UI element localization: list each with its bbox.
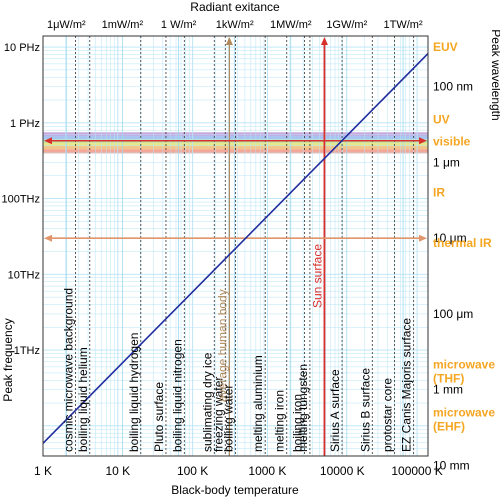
reference-temperature-label: boiling liquid hydrogen bbox=[127, 333, 141, 452]
reference-temperature-label: melting iron bbox=[273, 390, 287, 452]
band-label: IR bbox=[433, 186, 445, 200]
reference-temperature-label: melting aluminium bbox=[251, 355, 265, 452]
plot-frame bbox=[42, 35, 429, 457]
visible-spectrum-band bbox=[43, 132, 428, 154]
band-label: microwave bbox=[433, 357, 495, 371]
visible-spectrum-strip bbox=[43, 149, 428, 154]
band-label-sub: (THF) bbox=[433, 371, 464, 385]
y-tick-label-left: 1THz bbox=[14, 345, 40, 357]
reference-temperature-label: protostar core bbox=[381, 378, 395, 452]
band-label-sub: (EHF) bbox=[433, 420, 465, 434]
y-tick-label-left: 100THz bbox=[1, 194, 40, 206]
x-tick-label: 10000 K bbox=[320, 464, 365, 478]
y-tick-label-left: 10 PHz bbox=[4, 42, 40, 54]
reference-temperature-label: melting tungsten bbox=[296, 364, 310, 452]
band-label: UV bbox=[433, 113, 450, 127]
y-axis-title-right: Peak wavelength bbox=[489, 29, 500, 120]
arrow-head bbox=[44, 137, 52, 145]
y-tick-label-left: 10THz bbox=[8, 269, 40, 281]
band-label: thermal IR bbox=[433, 236, 492, 250]
y-axis-title-left: Peak frequency bbox=[1, 318, 15, 401]
x-tick-label: 1 K bbox=[34, 464, 52, 478]
reference-temperature-label: average human body bbox=[215, 289, 229, 402]
highlight-lines bbox=[44, 37, 427, 456]
reference-temperature-label: Sirius A surface bbox=[328, 369, 342, 452]
top-axis-title: Radiant exitance bbox=[190, 0, 280, 14]
reference-temperature-label: Sirius B surface bbox=[358, 368, 372, 452]
reference-temperature-label: boiling liquid nitrogen bbox=[170, 339, 184, 452]
reference-temperature-label: freezing water bbox=[211, 377, 225, 452]
x-tick-label: 1000 K bbox=[248, 464, 286, 478]
wien-law-line bbox=[42, 53, 429, 444]
reference-temperature-label: cosmic microwave background bbox=[62, 288, 76, 452]
reference-temperature-label: sublimating dry ice bbox=[200, 352, 214, 452]
y-tick-label-right: 1 mm bbox=[433, 383, 463, 397]
reference-temperature-label: Pluto surface bbox=[152, 382, 166, 452]
top-tick-label: 1kW/m² bbox=[216, 19, 254, 31]
visible-spectrum-strip bbox=[43, 132, 428, 137]
y-tick-label-left: 1 PHz bbox=[10, 118, 40, 130]
y-tick-label-right: 100 nm bbox=[433, 80, 473, 94]
x-tick-label: 10 K bbox=[105, 464, 130, 478]
reference-temperature-label: EZ Canis Majoris surface bbox=[400, 318, 414, 452]
arrow-head bbox=[419, 234, 427, 242]
top-tick-label: 1μW/m² bbox=[47, 19, 86, 31]
reference-temperature-lines bbox=[75, 36, 415, 456]
top-tick-label: 1mW/m² bbox=[102, 19, 144, 31]
band-label: microwave bbox=[433, 406, 495, 420]
reference-temperature-label: boiling water bbox=[221, 385, 235, 452]
top-tick-label: 1 W/m² bbox=[161, 19, 197, 31]
series bbox=[42, 53, 429, 444]
y-tick-label-right: 10 μm bbox=[433, 231, 467, 245]
arrow-head bbox=[320, 37, 328, 45]
band-label: visible bbox=[433, 134, 471, 148]
reference-temperature-label: boiling iron bbox=[291, 394, 305, 452]
axis-ticks: 1 K 10 K 100 K 1000 K 10000 K 100000 K 1μW/m² 1… bbox=[1, 19, 473, 478]
band-label: EUV bbox=[433, 40, 458, 54]
reference-temperature-label: boiling liquid helium bbox=[76, 347, 90, 452]
arrow-head bbox=[44, 234, 52, 242]
arrow-head bbox=[419, 137, 427, 145]
x-axis-title: Black-body temperature bbox=[171, 483, 299, 497]
x-tick-label: 100 K bbox=[177, 464, 208, 478]
y-tick-label-right: 100 μm bbox=[433, 307, 473, 321]
top-tick-label: 1TW/m² bbox=[384, 19, 423, 31]
top-tick-label: 1GW/m² bbox=[326, 19, 367, 31]
arrow-head bbox=[225, 37, 233, 45]
y-tick-label-right: 10 mm bbox=[433, 458, 470, 472]
reference-temperature-label: Sun surface bbox=[310, 244, 324, 308]
top-tick-label: 1MW/m² bbox=[270, 19, 312, 31]
y-tick-label-right: 1 μm bbox=[433, 155, 460, 169]
x-tick-label: 100000 K bbox=[391, 464, 442, 478]
